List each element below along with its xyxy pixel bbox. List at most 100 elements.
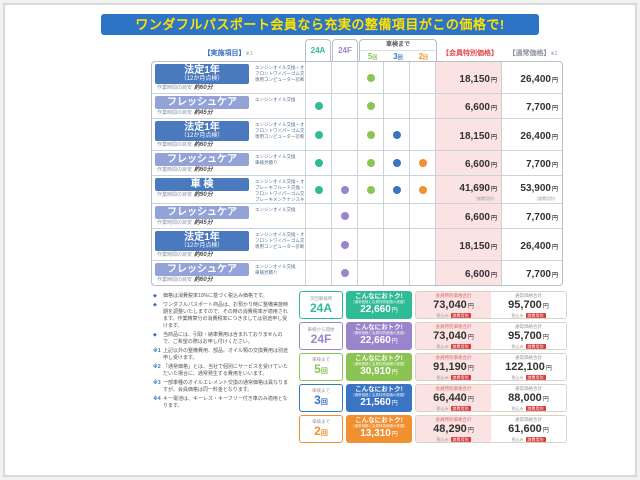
plan-cell-f24	[332, 229, 358, 260]
note-bullet: ◆	[153, 293, 157, 299]
member-total-value: 73,040円	[433, 329, 474, 342]
yen-suffix: 円	[542, 427, 549, 434]
member-total-footnote: 税込み 諸費用別	[437, 343, 471, 349]
note-text: 当商品には、引取・納車費用は含まれておりませんので、ご希望の際はお申し付けくださ…	[163, 332, 283, 345]
summary-plan-caption: 車検から開始	[307, 326, 335, 332]
service-desc-line: エンジンオイル交換・オイルエレメント交換	[255, 232, 304, 237]
fees-chip: 諸費用別	[450, 343, 471, 349]
plan-cell-f24	[332, 119, 358, 150]
member-total-caption: 会員特別価格合計	[435, 354, 472, 360]
fees-chip: 諸費用別	[525, 374, 546, 380]
member-price-cell: 6,600円	[436, 94, 502, 118]
tax-note: 税込み	[511, 374, 524, 380]
plan-cell-f24	[332, 176, 358, 203]
yen-suffix: 円	[542, 334, 549, 341]
totals-box: 会員特別価格合計 48,290円 税込み 諸費用別 通常価格合計 61,600円 税込み 諸費…	[415, 415, 567, 443]
bottom-section: ◆ 価格は消費税率10%に基づく税込み価格です。 ◆ ワンダフルパスポート商品は、お預…	[153, 291, 635, 443]
plan-cell-f24	[332, 62, 358, 93]
normal-total-caption: 通常価格合計	[515, 292, 542, 298]
member-total-footnote: 税込み 諸費用別	[437, 312, 471, 318]
service-name-box: フレッシュケア	[155, 153, 249, 166]
service-label-cell: 車 検作業時間の目安 約90分	[152, 176, 252, 203]
duration-value: 約90分	[194, 192, 213, 198]
member-total-value: 66,440円	[433, 391, 474, 404]
table-body: 法定1年（12か月点検）作業時間の目安約60分エンジンオイル交換・オイルエレメン…	[151, 61, 563, 286]
fees-chip: 諸費用別	[450, 312, 471, 318]
included-dot-r5	[366, 130, 375, 139]
savings-title: こんなにおトク!	[355, 355, 403, 362]
summary-plan-caption: 次回車検時	[309, 295, 333, 301]
note-text: 一部車種のオイルエレメント交換の通常価格は異なりますが、会員価格は同一料金となり…	[163, 380, 289, 393]
tax-note: 税込み	[511, 405, 524, 411]
normal-total-cell: 通常価格合計 95,700円 税込み 諸費用別	[491, 292, 566, 318]
note-line: ◆ 価格は消費税率10%に基づく税込み価格です。	[153, 293, 291, 300]
normal-total-caption: 通常価格合計	[515, 323, 542, 329]
yen-suffix: 円	[542, 396, 549, 403]
note-bullet: ※1	[153, 348, 161, 354]
member-total-footnote: 税込み 諸費用別	[437, 374, 471, 380]
yen-suffix: 円	[490, 216, 497, 222]
fees-chip: 諸費用別	[450, 405, 471, 411]
member-total-cell: 会員特別価格合計 91,190円 税込み 諸費用別	[416, 354, 491, 380]
poster-page: ワンダフルパスポート会員なら充実の整備項目がこの価格で! 【実施項目】※1 24…	[3, 3, 637, 477]
yen-suffix: 円	[467, 427, 474, 434]
fees-chip: 諸費用別	[450, 374, 471, 380]
service-label-cell: 法定1年 （12か月点検） 作業時間の目安 約60分	[152, 119, 252, 150]
summary-plan-name: 5回	[314, 361, 328, 376]
member-price-cell: 6,600円	[436, 204, 502, 228]
note-line: ◆ 当商品には、引取・納車費用は含まれておりませんので、ご希望の際はお申し付けくだ…	[153, 332, 291, 346]
plan-cell-r2	[410, 94, 436, 118]
service-desc-line: 専用コンピューター診断	[255, 77, 304, 82]
yen-suffix: 円	[391, 339, 398, 345]
plan-cell-r2	[410, 261, 436, 285]
normal-total-caption: 通常価格合計	[515, 416, 542, 422]
member-total-footnote: 税込み 諸費用別	[437, 436, 471, 442]
service-duration: 作業時間の目安 約60分	[155, 141, 249, 149]
plan-cell-r3	[384, 229, 410, 260]
plan-cell-r5	[358, 94, 384, 118]
price-value: 6,600円	[464, 269, 497, 280]
service-name-box: 法定1年 （12か月点検）	[155, 121, 249, 141]
header-member-price: 【会員特別価格】	[442, 50, 498, 57]
note-text: 上記以外の整備費用、部品、オイル類の交換費用は別途申し受けます。	[163, 348, 289, 361]
included-dot-r2	[418, 185, 427, 194]
yen-suffix: 円	[551, 77, 558, 84]
duration-prefix: 作業時間の目安	[157, 85, 193, 91]
service-duration: 作業時間の目安 約90分	[155, 191, 249, 199]
yen-suffix: 円	[551, 244, 558, 251]
plan-cell-r2	[410, 229, 436, 260]
plan-cell-r5	[358, 176, 384, 203]
note-bullet: ◆	[153, 302, 157, 308]
price-value: 26,400円	[520, 73, 558, 85]
member-total-caption: 会員特別価格合計	[435, 292, 472, 298]
included-dot-f24	[340, 212, 349, 220]
savings-subtitle: （通常価格と会員特別価格の差額）	[351, 300, 407, 304]
plan-cell-r3	[384, 119, 410, 150]
service-title: 法定1年	[184, 122, 220, 133]
yen-suffix: 円	[551, 187, 558, 193]
service-label-cell: 法定1年 （12か月点検） 作業時間の目安 約60分	[152, 62, 252, 93]
plan-cell-f24	[332, 151, 358, 175]
included-dot-r2	[418, 159, 427, 167]
service-desc-line: フロントワイパーゴム交換・キー電池交換	[255, 191, 304, 196]
member-total-value: 91,190円	[433, 360, 474, 373]
savings-badge: こんなにおトク! （通常価格と会員特別価格の差額） 30,910円	[346, 353, 412, 381]
note-line: ※2 「通常価格」とは、当社で個別にサービスを受けていただいた場合に、通常発生する…	[153, 364, 291, 378]
service-title: 法定1年	[184, 232, 220, 243]
plan-cell-f24	[332, 94, 358, 118]
header-items-label: 【実施項目】	[203, 50, 246, 57]
normal-total-footnote: 税込み 諸費用別	[511, 405, 546, 411]
normal-total-footnote: 税込み 諸費用別	[511, 374, 546, 380]
service-title: フレッシュケア	[167, 207, 237, 218]
yen-suffix: 円	[551, 106, 558, 112]
savings-amount: 30,910円	[360, 366, 398, 377]
plan-cell-r2	[410, 62, 436, 93]
summary-plan-name: 2回	[314, 423, 328, 438]
note-bullet: ※4	[153, 396, 161, 402]
included-dot-f24	[340, 185, 349, 194]
duration-prefix: 作業時間の目安	[157, 192, 193, 198]
plan-cell-r5	[358, 62, 384, 93]
normal-price-cell: 7,700円	[502, 151, 562, 175]
included-dot-f24	[340, 240, 349, 249]
service-name-box: フレッシュケア	[155, 206, 249, 219]
